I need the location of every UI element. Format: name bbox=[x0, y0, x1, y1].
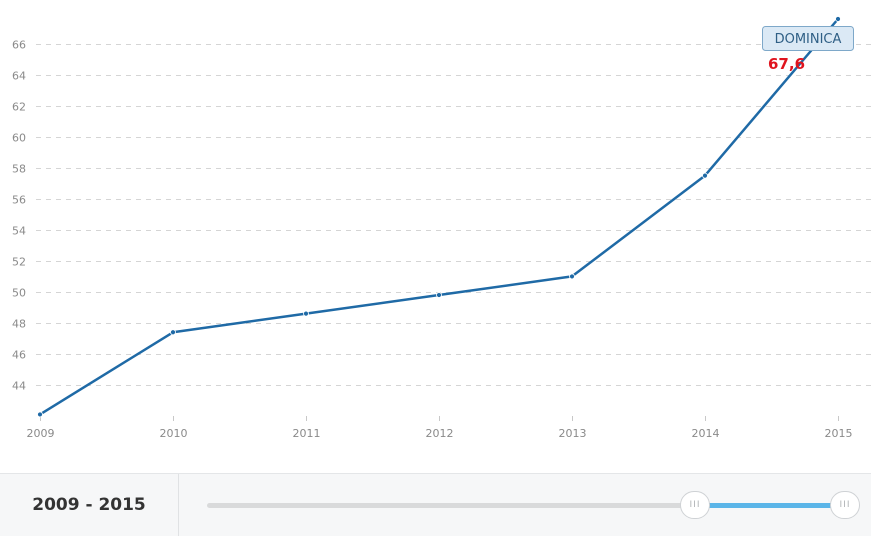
data-point bbox=[835, 16, 841, 22]
y-tick-label: 50 bbox=[12, 287, 26, 300]
tooltip-box bbox=[762, 26, 854, 51]
range-slider-start-handle[interactable]: III bbox=[680, 491, 710, 519]
y-tick-label: 62 bbox=[12, 101, 26, 114]
tooltip-value: 67,6 bbox=[768, 55, 805, 73]
x-tick-label: 2009 bbox=[27, 427, 55, 440]
chart-svg: 44 46 48 50 52 54 56 58 60 62 64 66 2009 2010 2011 2012… bbox=[12, 16, 871, 440]
tooltip-label: DOMINICA bbox=[775, 32, 842, 47]
range-slider-end-handle[interactable]: III bbox=[830, 491, 860, 519]
year-range-label: 2009 - 2015 bbox=[0, 474, 179, 536]
y-tick-label: 64 bbox=[12, 70, 26, 83]
data-point bbox=[702, 172, 708, 179]
range-slider-track[interactable] bbox=[207, 503, 845, 508]
y-tick-label: 48 bbox=[12, 318, 26, 331]
data-point bbox=[303, 310, 309, 317]
x-tick-label: 2012 bbox=[426, 427, 454, 440]
x-tick-label: 2014 bbox=[692, 427, 720, 440]
x-tick-label: 2013 bbox=[559, 427, 587, 440]
y-tick-label: 54 bbox=[12, 225, 26, 238]
range-slider-selection bbox=[695, 503, 845, 508]
data-point bbox=[436, 292, 442, 298]
y-tick-label: 56 bbox=[12, 194, 26, 207]
series-line-0 bbox=[39, 18, 839, 416]
y-tick-label: 44 bbox=[12, 380, 26, 393]
y-tick-label: 66 bbox=[12, 39, 26, 52]
y-tick-label: 58 bbox=[12, 163, 26, 176]
data-point bbox=[37, 411, 43, 418]
x-tick-label: 2011 bbox=[293, 427, 321, 440]
line-chart: 44 46 48 50 52 54 56 58 60 62 64 66 2009 2010 2011 2012… bbox=[12, 16, 871, 440]
y-tick-label: 60 bbox=[12, 132, 26, 145]
x-tick-label: 2010 bbox=[160, 427, 188, 440]
range-footer: 2009 - 2015 III III bbox=[0, 473, 871, 536]
data-point bbox=[170, 329, 176, 336]
x-tick-label: 2015 bbox=[825, 427, 853, 440]
y-tick-label: 52 bbox=[12, 256, 26, 269]
y-tick-label: 46 bbox=[12, 349, 26, 362]
data-point bbox=[569, 273, 575, 280]
